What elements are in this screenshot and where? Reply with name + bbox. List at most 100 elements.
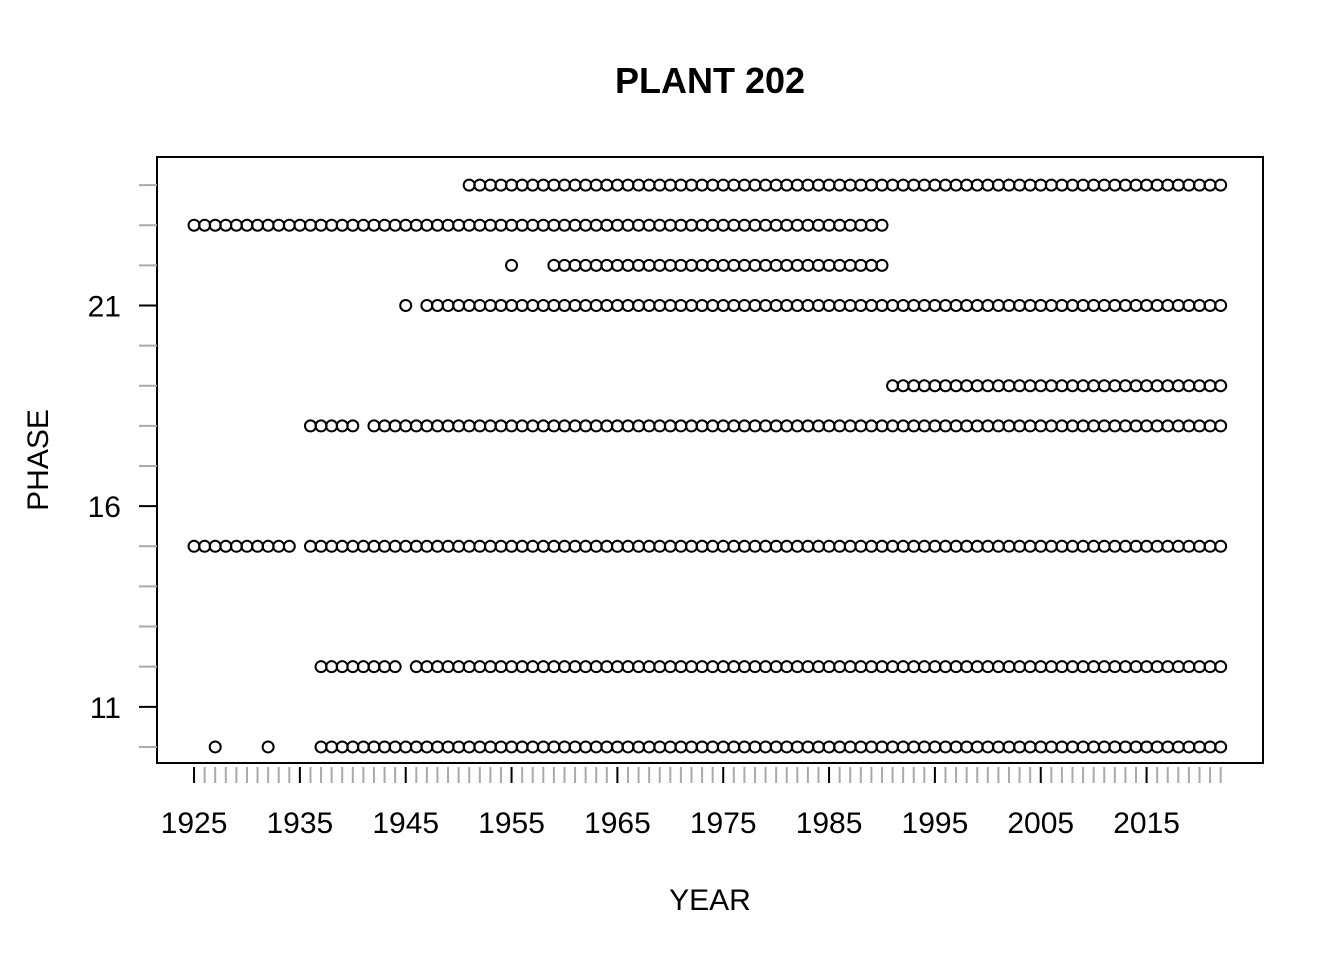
data-point — [759, 419, 773, 433]
data-point — [494, 178, 508, 192]
data-point — [632, 258, 646, 272]
data-point — [356, 218, 370, 232]
data-point — [621, 419, 635, 433]
data-point — [1171, 660, 1185, 674]
data-point — [1013, 178, 1027, 192]
data-point — [494, 539, 508, 553]
data-point — [1161, 660, 1175, 674]
data-point — [187, 539, 201, 553]
data-point — [991, 660, 1005, 674]
data-point — [325, 539, 339, 553]
data-point — [240, 218, 254, 232]
data-point — [663, 660, 677, 674]
data-point — [684, 258, 698, 272]
data-point — [420, 298, 434, 312]
data-point — [970, 539, 984, 553]
data-point — [917, 539, 931, 553]
data-point — [1065, 298, 1079, 312]
data-point — [886, 660, 900, 674]
data-point — [833, 218, 847, 232]
data-point — [1140, 379, 1154, 393]
data-point — [1065, 178, 1079, 192]
data-point — [1150, 660, 1164, 674]
data-point — [801, 660, 815, 674]
data-point — [1192, 539, 1206, 553]
data-point — [991, 178, 1005, 192]
data-point — [801, 419, 815, 433]
data-point — [409, 660, 423, 674]
data-point — [378, 660, 392, 674]
data-point — [960, 379, 974, 393]
data-point — [1097, 740, 1111, 754]
data-point — [494, 419, 508, 433]
data-point — [716, 298, 730, 312]
data-point — [1013, 539, 1027, 553]
data-point — [579, 298, 593, 312]
data-point — [727, 660, 741, 674]
data-point — [1055, 660, 1069, 674]
data-point — [1182, 740, 1196, 754]
data-point — [674, 218, 688, 232]
data-point — [621, 258, 635, 272]
data-point — [483, 740, 497, 754]
data-point — [632, 298, 646, 312]
data-point — [864, 298, 878, 312]
y-axis: 11 16 21 — [88, 184, 157, 748]
data-point — [621, 740, 635, 754]
data-point — [790, 178, 804, 192]
data-point — [547, 740, 561, 754]
data-point — [653, 419, 667, 433]
data-point — [706, 218, 720, 232]
data-point — [981, 298, 995, 312]
data-point — [420, 218, 434, 232]
data-point — [875, 298, 889, 312]
data-point — [716, 660, 730, 674]
data-point — [632, 178, 646, 192]
data-point — [1214, 419, 1228, 433]
data-point — [505, 740, 519, 754]
data-point — [589, 178, 603, 192]
data-point — [1044, 740, 1058, 754]
data-point — [843, 740, 857, 754]
data-point — [346, 419, 360, 433]
data-point — [970, 419, 984, 433]
data-point — [420, 660, 434, 674]
data-point — [494, 218, 508, 232]
data-point — [303, 419, 317, 433]
data-point — [769, 419, 783, 433]
data-point — [970, 379, 984, 393]
data-point — [917, 178, 931, 192]
data-point — [494, 660, 508, 674]
data-point — [1118, 539, 1132, 553]
data-point — [642, 258, 656, 272]
data-point — [886, 740, 900, 754]
data-point — [1118, 178, 1132, 192]
data-point — [557, 218, 571, 232]
data-point — [1097, 660, 1111, 674]
data-point — [378, 539, 392, 553]
data-point — [399, 419, 413, 433]
data-point — [610, 660, 624, 674]
data-point — [303, 218, 317, 232]
data-point — [1140, 660, 1154, 674]
data-point — [960, 660, 974, 674]
data-point — [1182, 298, 1196, 312]
data-point — [663, 218, 677, 232]
data-point — [1034, 740, 1048, 754]
data-point — [1214, 298, 1228, 312]
data-point — [1023, 178, 1037, 192]
data-point — [399, 539, 413, 553]
data-point — [526, 740, 540, 754]
data-point — [917, 379, 931, 393]
data-point — [843, 660, 857, 674]
data-point — [907, 740, 921, 754]
data-point — [663, 539, 677, 553]
data-point — [536, 539, 550, 553]
data-point — [452, 660, 466, 674]
data-point — [684, 218, 698, 232]
data-point — [674, 660, 688, 674]
data-point — [854, 539, 868, 553]
data-point — [875, 740, 889, 754]
data-point — [409, 740, 423, 754]
